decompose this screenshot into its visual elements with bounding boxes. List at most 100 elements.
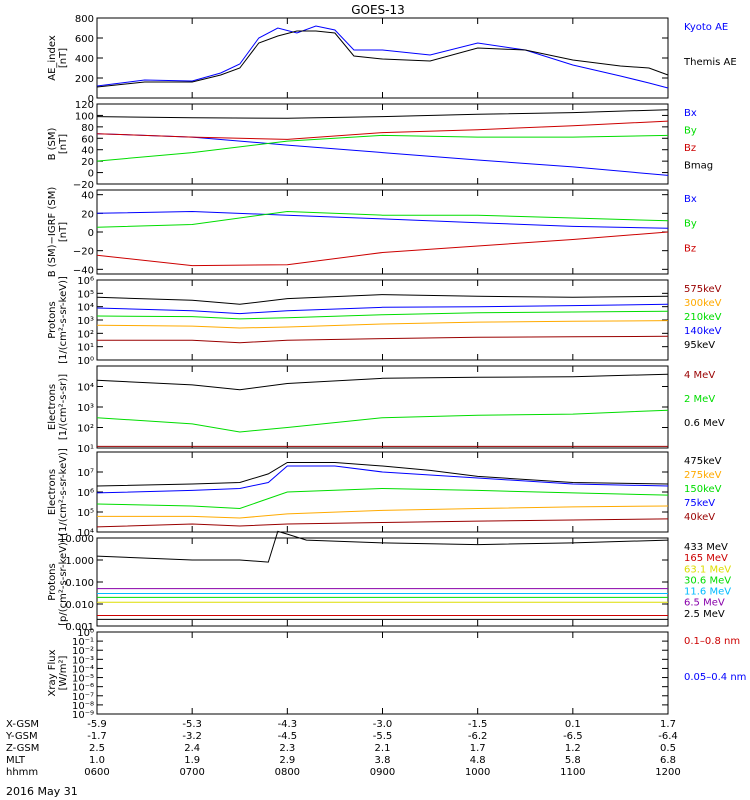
legend-entry: Kyoto AE xyxy=(684,22,728,33)
legend-entry: Bx xyxy=(684,194,697,205)
legend-entry: 40keV xyxy=(684,512,715,523)
y-tick-label: 1.000 xyxy=(65,556,94,567)
legend-entry: Bmag xyxy=(684,161,713,172)
x-axis-value: 2.9 xyxy=(279,755,295,766)
x-axis-value: 1.2 xyxy=(565,743,581,754)
y-tick-label: 0 xyxy=(88,228,94,239)
y-tick-label: 200 xyxy=(75,74,94,85)
series-line-210keV xyxy=(96,310,669,320)
x-axis-value: 1100 xyxy=(560,767,585,778)
x-axis-value: -6.5 xyxy=(563,731,583,742)
x-axis-value: -6.2 xyxy=(468,731,488,742)
x-axis-value: 0800 xyxy=(275,767,300,778)
y-axis-label: Xray Flux[W/m²] xyxy=(47,649,69,696)
x-axis-row-label: Z-GSM xyxy=(6,743,39,754)
panel-6: 10⁴ 10⁵ 10⁶ 10⁷ Electrons[1/(cm²-s-sr-keV)] 4… xyxy=(47,448,722,539)
y-axis-label-line: [nT] xyxy=(58,48,69,68)
y-tick-label: 10³ xyxy=(77,316,94,327)
x-axis-value: 0.5 xyxy=(660,743,676,754)
y-tick-label: 0 xyxy=(88,169,94,180)
y-tick-label: −20 xyxy=(73,180,94,191)
series-line-275keV xyxy=(97,505,669,519)
legend-entry: Bx xyxy=(684,108,697,119)
y-tick-label: 10⁻² xyxy=(72,646,94,657)
panel-frame xyxy=(96,103,669,185)
x-axis-value: 1200 xyxy=(655,767,680,778)
y-tick-label: 10⁰ xyxy=(77,628,94,639)
legend-entry: 11.6 MeV xyxy=(684,587,731,598)
x-axis-value: -5.5 xyxy=(373,731,393,742)
series-line-Themis-AE xyxy=(96,30,669,88)
legend-entry: 0.05–0.4 nm xyxy=(684,672,746,683)
panel-7: 0.0010.0100.1001.00010.000Protons[p/(cm²… xyxy=(47,530,731,633)
x-axis-value: 0600 xyxy=(84,767,109,778)
y-axis-label-line: Xray Flux xyxy=(47,649,58,696)
legend-entry: 433 MeV xyxy=(684,542,728,553)
panel-4: 10⁰ 10¹ 10² 10³ 10⁴ 10⁵ 10⁶ Protons[1/(cm²-s-sr… xyxy=(47,276,722,367)
y-tick-label: 0.010 xyxy=(65,600,94,611)
y-tick-label: 10² xyxy=(77,424,94,435)
y-tick-label: 10⁵ xyxy=(77,289,94,300)
y-tick-label: 40 xyxy=(81,191,94,202)
y-tick-label: 0.001 xyxy=(65,622,94,633)
y-tick-label: 10⁶ xyxy=(77,488,94,499)
x-axis-value: 5.8 xyxy=(565,755,581,766)
panel-frame xyxy=(96,189,669,275)
y-tick-label: 400 xyxy=(75,54,94,65)
series-line-By xyxy=(96,134,669,162)
legend-entry: 140keV xyxy=(684,326,722,337)
x-axis-value: 1000 xyxy=(465,767,490,778)
y-axis-label: B (SM)[nT] xyxy=(47,127,69,160)
y-tick-label: 0 xyxy=(88,94,94,105)
y-tick-label: −40 xyxy=(73,265,94,276)
panel-1: 0 200 400 600 800 AE_index[nT] Kyoto AE Themis … xyxy=(47,14,737,105)
y-axis-label: Protons[1/(cm²-s-sr-keV)] xyxy=(47,276,69,364)
legend-entry: 2 MeV xyxy=(684,394,715,405)
series-line-150keV xyxy=(96,487,669,510)
date-label: 2016 May 31 xyxy=(6,785,78,798)
series-line-300keV xyxy=(96,320,669,329)
y-tick-label: 10⁻⁷ xyxy=(72,692,94,703)
legend-entry: 210keV xyxy=(684,312,722,323)
y-axis-label: AE_index[nT] xyxy=(47,35,69,81)
y-axis-label: Electrons[1/(cm²-s-sr-keV)] xyxy=(47,448,69,536)
y-axis-label-line: Protons xyxy=(47,301,58,338)
y-tick-label: 10¹ xyxy=(77,444,94,455)
panel-frame xyxy=(96,17,669,99)
legend-entry: Bz xyxy=(684,243,696,254)
series-line-575keV xyxy=(97,335,669,344)
panel-3: −40 −20 0 20 40 B (SM)−IGRF (SM)[nT] Bx By Bz xyxy=(47,187,697,278)
series-line-By xyxy=(96,210,669,228)
legend-entry: 0.1–0.8 nm xyxy=(684,636,740,647)
y-tick-label: 10² xyxy=(77,329,94,340)
y-tick-label: 10¹ xyxy=(77,343,94,354)
x-axis-value: 0900 xyxy=(370,767,395,778)
y-axis-label-line: [1/(cm²-s-sr-keV)] xyxy=(58,448,69,536)
y-axis-label-line: [nT] xyxy=(58,134,69,154)
legend-entry: 2.5 MeV xyxy=(684,609,725,620)
y-tick-label: 80 xyxy=(81,123,94,134)
legend-entry: 75keV xyxy=(684,498,715,509)
x-axis-value: 2.5 xyxy=(89,743,105,754)
y-tick-label: 10⁵ xyxy=(77,508,94,519)
y-axis-label-line: [p/(cm²-s-sr-keV)] xyxy=(58,538,69,626)
x-axis-value: 1.0 xyxy=(89,755,105,766)
y-tick-label: 10⁴ xyxy=(77,383,94,394)
y-tick-label: 120 xyxy=(75,100,94,111)
x-axis-value: 0.1 xyxy=(565,719,581,730)
x-axis-value: -3.0 xyxy=(373,719,393,730)
y-axis-label-line: B (SM)−IGRF (SM) xyxy=(47,187,58,278)
y-axis-label-line: Protons xyxy=(47,563,58,600)
y-tick-label: 10⁻⁸ xyxy=(72,701,94,712)
y-tick-label: −20 xyxy=(73,247,94,258)
x-axis-value: -6.4 xyxy=(658,731,678,742)
series-line-Bx xyxy=(96,133,669,176)
x-axis-value: -4.5 xyxy=(278,731,298,742)
y-axis-label: B (SM)−IGRF (SM)[nT] xyxy=(47,187,69,278)
series-line-Bmag xyxy=(96,109,669,119)
series-line-40keV xyxy=(96,518,669,528)
series-line-475keV xyxy=(96,462,669,487)
legend-entry: 150keV xyxy=(684,484,722,495)
x-axis-value: 6.8 xyxy=(660,755,676,766)
